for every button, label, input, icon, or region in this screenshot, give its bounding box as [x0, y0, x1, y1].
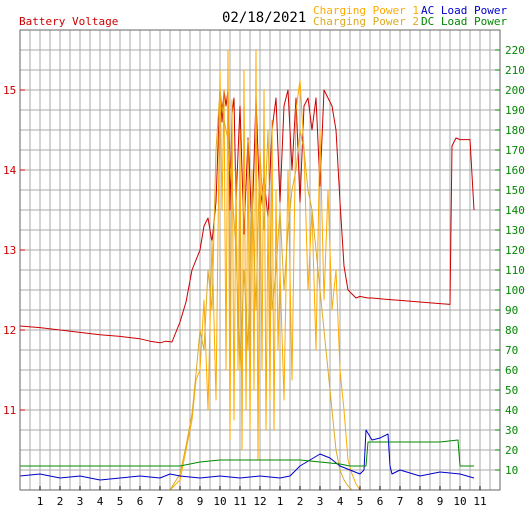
x-axis-tick-label: 3: [317, 495, 324, 508]
x-axis-tick-label: 11: [473, 495, 486, 508]
x-axis-tick-label: 5: [117, 495, 124, 508]
x-axis-tick-label: 6: [377, 495, 384, 508]
right-axis-tick-label: 120: [505, 244, 525, 257]
series-line-dc-load-power: [20, 439, 474, 467]
right-axis-tick-label: 150: [505, 184, 525, 197]
left-axis-tick-label: 12: [3, 324, 16, 337]
right-axis-tick-label: 140: [505, 204, 525, 217]
x-axis-tick-label: 8: [417, 495, 424, 508]
right-axis-tick-label: 160: [505, 164, 525, 177]
right-axis-tick-label: 90: [505, 304, 518, 317]
battery-voltage-label: Battery Voltage: [19, 15, 119, 28]
x-axis-tick-label: 12: [253, 495, 266, 508]
chart-date: 02/18/2021: [222, 10, 307, 26]
x-axis-tick-label: 9: [197, 495, 204, 508]
x-axis-tick-label: 10: [213, 495, 226, 508]
x-axis-tick-label: 8: [177, 495, 184, 508]
series-line-ac-load-power: [19, 429, 475, 481]
legend-dc-load-power: DC Load Power: [421, 15, 508, 28]
series-line-battery-voltage: [19, 89, 475, 344]
x-axis-tick-label: 1: [277, 495, 284, 508]
left-axis-tick-label: 13: [3, 244, 16, 257]
right-axis-tick-label: 10: [505, 464, 518, 477]
legend-ac-load-power: AC Load Power: [421, 4, 508, 17]
x-axis-tick-label: 1: [37, 495, 44, 508]
right-axis-tick-label: 180: [505, 124, 525, 137]
right-axis-tick-label: 130: [505, 224, 525, 237]
right-axis-tick-label: 110: [505, 264, 525, 277]
series-line-charging-power-2: [20, 89, 474, 491]
legend-charging-power-2: Charging Power 2: [313, 15, 419, 28]
x-axis-tick-label: 4: [337, 495, 344, 508]
series-line-charging-power-1: [20, 49, 474, 491]
legend-charging-power-1: Charging Power 1: [313, 4, 419, 17]
right-axis-tick-label: 210: [505, 64, 525, 77]
right-axis-tick-label: 20: [505, 444, 518, 457]
x-axis-tick-label: 3: [77, 495, 84, 508]
x-axis-tick-label: 2: [297, 495, 304, 508]
x-axis-tick-label: 9: [437, 495, 444, 508]
right-axis-tick-label: 70: [505, 344, 518, 357]
right-axis-tick-label: 30: [505, 424, 518, 437]
right-axis-tick-label: 80: [505, 324, 518, 337]
left-axis-tick-label: 15: [3, 84, 16, 97]
x-axis-tick-label: 5: [357, 495, 364, 508]
right-axis-tick-label: 100: [505, 284, 525, 297]
right-axis-tick-label: 60: [505, 364, 518, 377]
right-axis-tick-label: 200: [505, 84, 525, 97]
x-axis-tick-label: 4: [97, 495, 104, 508]
right-axis-tick-label: 170: [505, 144, 525, 157]
right-axis-tick-label: 40: [505, 404, 518, 417]
x-axis-tick-label: 10: [453, 495, 466, 508]
x-axis-tick-label: 7: [157, 495, 164, 508]
left-axis-tick-label: 11: [3, 404, 16, 417]
right-axis-tick-label: 220: [505, 44, 525, 57]
x-axis-tick-label: 7: [397, 495, 404, 508]
x-axis-tick-label: 2: [57, 495, 64, 508]
right-axis-tick-label: 50: [505, 384, 518, 397]
x-axis-tick-label: 11: [233, 495, 246, 508]
right-axis-tick-label: 190: [505, 104, 525, 117]
left-axis-tick-label: 14: [3, 164, 17, 177]
x-axis-tick-label: 6: [137, 495, 144, 508]
